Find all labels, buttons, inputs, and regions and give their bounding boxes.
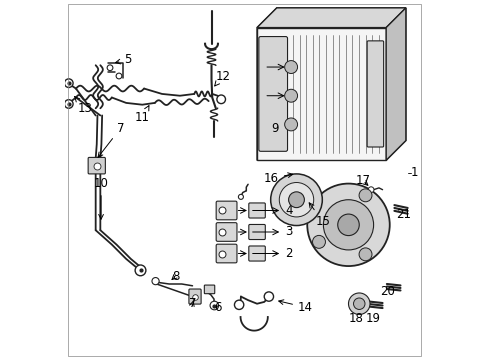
FancyBboxPatch shape [248, 203, 265, 218]
Text: 3: 3 [285, 225, 292, 238]
Circle shape [358, 248, 371, 261]
Text: 19: 19 [366, 312, 380, 325]
Circle shape [135, 265, 145, 276]
Circle shape [288, 192, 304, 208]
FancyBboxPatch shape [204, 285, 214, 294]
Circle shape [348, 293, 369, 315]
Circle shape [284, 118, 297, 131]
Circle shape [279, 183, 313, 217]
Text: 2: 2 [285, 247, 292, 260]
Text: 9: 9 [271, 122, 278, 135]
Polygon shape [257, 28, 386, 160]
Text: 15: 15 [308, 203, 329, 228]
FancyBboxPatch shape [216, 201, 237, 220]
Text: 10: 10 [93, 177, 108, 219]
Text: 5: 5 [115, 53, 131, 66]
Polygon shape [386, 8, 405, 160]
Circle shape [152, 278, 159, 285]
Text: 11: 11 [135, 105, 149, 125]
FancyBboxPatch shape [248, 225, 265, 239]
FancyBboxPatch shape [216, 223, 237, 241]
Circle shape [234, 300, 244, 310]
Text: 4: 4 [285, 204, 292, 217]
Text: 14: 14 [278, 300, 312, 314]
Text: 20: 20 [380, 285, 395, 298]
FancyBboxPatch shape [216, 244, 237, 263]
Text: 21: 21 [396, 208, 411, 221]
Circle shape [337, 214, 359, 235]
Circle shape [107, 65, 113, 71]
Circle shape [210, 301, 218, 310]
Circle shape [238, 194, 243, 199]
Circle shape [270, 174, 322, 226]
Circle shape [358, 189, 371, 202]
FancyBboxPatch shape [188, 289, 201, 304]
Circle shape [64, 100, 73, 108]
FancyBboxPatch shape [366, 41, 383, 147]
Circle shape [306, 184, 389, 266]
Circle shape [323, 200, 373, 250]
Circle shape [116, 73, 122, 79]
Circle shape [217, 95, 225, 104]
Circle shape [353, 298, 364, 310]
FancyBboxPatch shape [258, 37, 287, 151]
Text: 7: 7 [98, 122, 124, 157]
Circle shape [284, 60, 297, 73]
Circle shape [264, 292, 273, 301]
Circle shape [64, 79, 73, 87]
Circle shape [284, 89, 297, 102]
Text: 18: 18 [347, 312, 363, 325]
Text: 17: 17 [355, 174, 369, 187]
Text: 13: 13 [75, 97, 92, 115]
FancyBboxPatch shape [248, 246, 265, 261]
Text: 16: 16 [264, 172, 292, 185]
Circle shape [312, 235, 325, 248]
FancyBboxPatch shape [88, 157, 105, 174]
Text: 1: 1 [410, 166, 417, 179]
Polygon shape [257, 8, 405, 160]
Polygon shape [257, 8, 405, 28]
Text: 6: 6 [213, 301, 221, 314]
Text: 8: 8 [172, 270, 179, 283]
Text: 12: 12 [214, 69, 230, 86]
Text: 7: 7 [188, 297, 196, 310]
Circle shape [367, 187, 373, 193]
